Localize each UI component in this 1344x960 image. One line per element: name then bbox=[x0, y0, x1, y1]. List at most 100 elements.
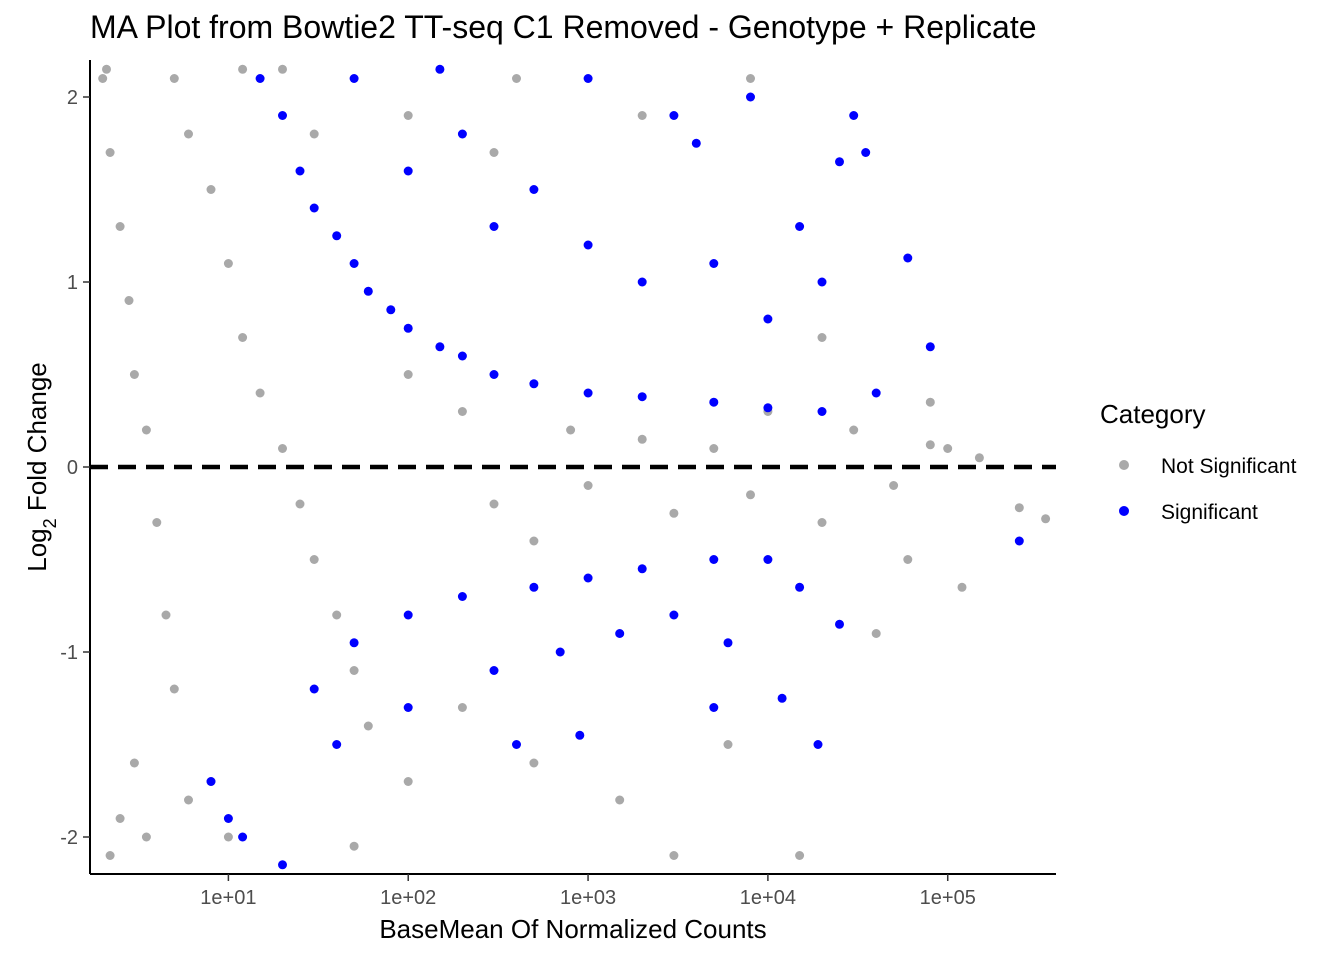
point-significant bbox=[669, 111, 679, 120]
point-not-significant bbox=[255, 388, 265, 398]
point-significant bbox=[583, 240, 593, 250]
point-not-significant bbox=[974, 453, 984, 463]
point-not-significant bbox=[637, 111, 647, 120]
point-significant bbox=[512, 740, 521, 749]
point-not-significant bbox=[278, 64, 287, 74]
point-significant bbox=[349, 259, 359, 268]
y-tick-label: -1 bbox=[60, 642, 78, 664]
point-significant bbox=[403, 610, 413, 620]
point-significant bbox=[332, 231, 342, 241]
point-not-significant bbox=[98, 74, 108, 83]
point-not-significant bbox=[512, 74, 521, 83]
point-significant bbox=[849, 111, 859, 120]
point-not-significant bbox=[169, 74, 179, 83]
point-significant bbox=[709, 703, 719, 712]
point-not-significant bbox=[529, 758, 539, 768]
point-not-significant bbox=[871, 629, 881, 638]
point-significant bbox=[583, 573, 593, 583]
point-significant bbox=[489, 370, 499, 379]
x-tick-label: 1e+03 bbox=[560, 887, 616, 909]
point-significant bbox=[583, 388, 593, 398]
point-not-significant bbox=[332, 610, 342, 620]
point-not-significant bbox=[817, 333, 827, 342]
ticks-layer: 1e+01 1e+02 1e+03 1e+04 1e+05 2 1 0 -1 -2 bbox=[60, 87, 976, 909]
point-not-significant bbox=[746, 490, 755, 500]
point-not-significant bbox=[489, 499, 499, 509]
x-tick-label: 1e+02 bbox=[380, 887, 436, 909]
legend-marker-significant bbox=[1119, 506, 1129, 516]
point-significant bbox=[278, 860, 287, 870]
point-not-significant bbox=[238, 333, 248, 342]
point-significant bbox=[349, 638, 359, 648]
point-not-significant bbox=[889, 481, 899, 490]
point-significant bbox=[723, 638, 733, 648]
point-significant bbox=[637, 277, 647, 287]
point-not-significant bbox=[1014, 503, 1024, 513]
point-significant bbox=[795, 582, 805, 592]
point-significant bbox=[363, 286, 373, 296]
point-not-significant bbox=[637, 434, 647, 444]
point-not-significant bbox=[105, 851, 115, 860]
point-significant bbox=[278, 111, 287, 120]
point-not-significant bbox=[184, 795, 193, 805]
x-tick-label: 1e+04 bbox=[740, 887, 796, 909]
point-significant bbox=[763, 314, 773, 324]
point-not-significant bbox=[278, 444, 287, 453]
point-significant bbox=[238, 832, 248, 842]
point-not-significant bbox=[349, 666, 359, 675]
point-significant bbox=[1014, 536, 1024, 546]
point-significant bbox=[795, 222, 805, 231]
point-not-significant bbox=[309, 555, 319, 564]
point-significant bbox=[223, 814, 233, 823]
point-not-significant bbox=[105, 148, 115, 157]
point-not-significant bbox=[566, 425, 576, 435]
legend-label-not-significant: Not Significant bbox=[1161, 455, 1297, 478]
point-significant bbox=[309, 203, 319, 213]
point-significant bbox=[403, 703, 413, 712]
point-significant bbox=[529, 379, 539, 389]
point-significant bbox=[255, 74, 265, 83]
point-significant bbox=[763, 555, 773, 564]
points-layer bbox=[98, 64, 1051, 870]
point-significant bbox=[309, 684, 319, 694]
point-significant bbox=[925, 342, 935, 352]
point-not-significant bbox=[169, 684, 179, 694]
point-significant bbox=[709, 259, 719, 268]
point-significant bbox=[457, 592, 467, 601]
y-axis-title-rest: Fold Change bbox=[22, 362, 52, 518]
x-axis-title: BaseMean Of Normalized Counts bbox=[379, 914, 766, 944]
point-not-significant bbox=[925, 440, 935, 450]
point-significant bbox=[457, 351, 467, 361]
point-not-significant bbox=[152, 518, 162, 527]
point-not-significant bbox=[141, 425, 151, 435]
legend-marker-not-significant bbox=[1119, 460, 1129, 470]
point-significant bbox=[403, 166, 413, 176]
point-significant bbox=[709, 397, 719, 407]
point-significant bbox=[871, 388, 881, 398]
point-significant bbox=[615, 629, 625, 638]
point-significant bbox=[709, 555, 719, 564]
x-tick-label: 1e+01 bbox=[200, 887, 256, 909]
point-significant bbox=[813, 740, 823, 749]
point-significant bbox=[637, 564, 647, 574]
point-significant bbox=[295, 166, 305, 176]
point-significant bbox=[206, 777, 216, 786]
point-not-significant bbox=[309, 129, 319, 139]
point-not-significant bbox=[295, 499, 305, 509]
point-not-significant bbox=[102, 64, 111, 74]
point-significant bbox=[457, 129, 467, 139]
y-axis-title: Log2 Fold Change bbox=[22, 362, 60, 572]
point-not-significant bbox=[238, 64, 248, 74]
point-not-significant bbox=[795, 851, 805, 860]
point-not-significant bbox=[1041, 514, 1051, 524]
point-significant bbox=[575, 730, 585, 740]
point-not-significant bbox=[129, 758, 139, 768]
point-not-significant bbox=[943, 444, 953, 453]
point-not-significant bbox=[709, 444, 719, 453]
point-not-significant bbox=[457, 703, 467, 712]
legend: Category Not Significant Significant bbox=[1100, 399, 1297, 524]
point-not-significant bbox=[669, 851, 679, 860]
point-not-significant bbox=[141, 832, 151, 842]
point-not-significant bbox=[529, 536, 539, 546]
